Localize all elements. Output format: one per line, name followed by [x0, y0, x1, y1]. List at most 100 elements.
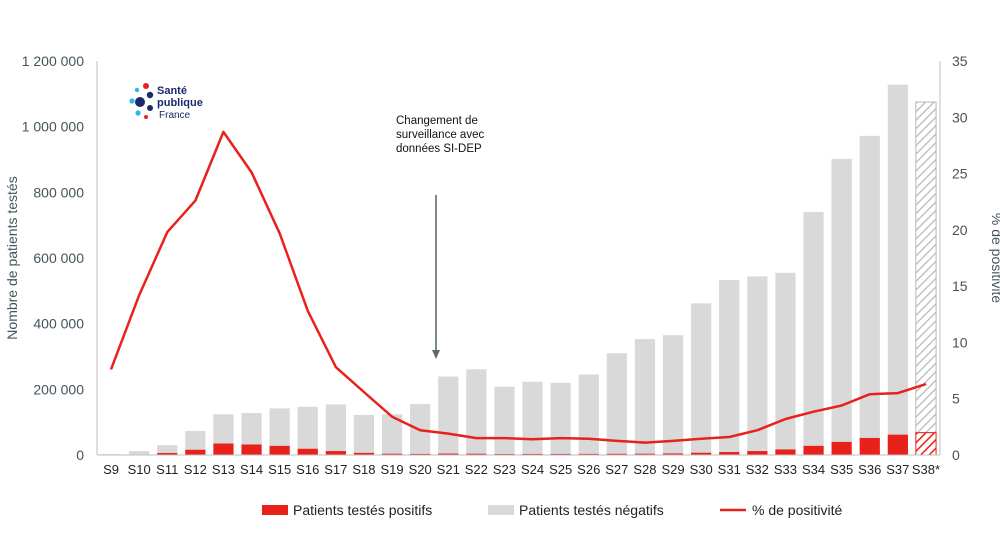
bar-negative [381, 414, 403, 454]
bar-negative [691, 303, 712, 453]
x-tick-label: S27 [605, 462, 628, 477]
bar-negative [494, 386, 515, 455]
bar-negative [213, 414, 234, 444]
logo-dot [135, 110, 141, 116]
bar-negative [522, 381, 543, 454]
y2-tick-label: 35 [952, 53, 968, 69]
logo-line3: France [159, 110, 191, 121]
bar-positive [915, 432, 937, 456]
bar-positive [241, 444, 262, 455]
logo-dot [144, 115, 148, 119]
y2-tick-label: 15 [952, 278, 968, 294]
x-tick-label: S37 [886, 462, 909, 477]
logo-line1: Santé [157, 85, 187, 97]
bar-positive [831, 441, 852, 455]
x-tick-label: S29 [661, 462, 684, 477]
bar-negative [606, 353, 627, 454]
bar-negative [915, 101, 937, 434]
x-tick-label: S38* [912, 462, 940, 477]
legend-label-positive: Patients testés positifs [293, 502, 432, 518]
bar-negative [831, 158, 852, 442]
bar-positive [438, 453, 459, 455]
x-tick-label: S21 [437, 462, 460, 477]
bars-group [100, 84, 937, 456]
bar-negative [297, 406, 318, 449]
x-tick-label: S35 [830, 462, 853, 477]
x-tick-label: S17 [324, 462, 347, 477]
x-tick-label: S11 [156, 462, 178, 477]
logo-dot [135, 97, 145, 107]
x-tick-label: S26 [577, 462, 600, 477]
x-tick-label: S22 [465, 462, 488, 477]
bar-negative [325, 404, 346, 452]
y2-tick-label: 25 [952, 166, 968, 182]
x-ticks: S9 S10 S11 S12 S13 S14 S15 S16 S17 S18 S19 S20 S21 S2… [103, 462, 940, 477]
bar-positive [887, 434, 908, 455]
positivity-line-group [109, 130, 927, 444]
bar-positive [859, 437, 880, 455]
x-tick-label: S28 [633, 462, 656, 477]
bar-positive [606, 453, 627, 455]
bar-negative [747, 276, 768, 452]
bar-positive [803, 445, 824, 455]
bar-negative [466, 369, 487, 454]
legend-label-positivity: % de positivité [752, 502, 842, 518]
x-tick-label: S24 [521, 462, 544, 477]
x-tick-label: S14 [240, 462, 263, 477]
x-tick-label: S10 [128, 462, 151, 477]
y-tick-label: 0 [76, 447, 84, 463]
logo-dot [143, 83, 149, 89]
y-tick-label: 400 000 [33, 316, 84, 332]
x-tick-label: S20 [409, 462, 432, 477]
bar-negative [887, 84, 908, 435]
y-tick-label: 600 000 [33, 250, 84, 266]
bar-negative [634, 339, 656, 454]
y-tick-label: 1 200 000 [22, 53, 84, 69]
x-tick-label: S9 [103, 462, 119, 477]
bar-negative [719, 279, 740, 453]
bar-positive [297, 448, 318, 455]
y-axis-title: Nombre de patients testés [4, 176, 20, 339]
y-tick-label: 1 000 000 [22, 119, 84, 135]
legend-swatch-positive [262, 505, 288, 515]
legend-label-negative: Patients testés négatifs [519, 502, 664, 518]
annotation-line-3: données SI-DEP [396, 143, 482, 155]
x-tick-label: S16 [296, 462, 319, 477]
x-tick-label: S25 [549, 462, 572, 477]
x-tick-label: S30 [690, 462, 713, 477]
y2-axis-title: % de positivité [989, 213, 1000, 303]
annotation-line-1: Changement de [396, 115, 478, 127]
y-ticks-left: 0 200 000 400 000 600 000 800 000 1 000 000 1 … [22, 53, 85, 463]
bar-positive [550, 453, 571, 455]
bar-negative [100, 454, 122, 455]
x-tick-label: S33 [774, 462, 797, 477]
x-tick-label: S31 [718, 462, 741, 477]
bar-positive [522, 453, 543, 455]
bar-negative [353, 414, 375, 453]
logo-dot [129, 98, 135, 104]
bar-positive [353, 452, 375, 455]
bar-negative [859, 135, 880, 438]
bar-positive [269, 445, 290, 455]
bar-negative [269, 408, 290, 446]
x-tick-label: S15 [268, 462, 291, 477]
logo-line2: publique [157, 97, 203, 109]
bar-negative [129, 451, 150, 455]
bar-positive [662, 453, 684, 455]
y2-tick-label: 30 [952, 109, 968, 125]
bar-positive [325, 451, 346, 455]
x-tick-label: S19 [380, 462, 403, 477]
x-tick-label: S36 [858, 462, 881, 477]
bar-positive [157, 453, 178, 455]
x-tick-label: S32 [746, 462, 769, 477]
x-tick-label: S23 [493, 462, 516, 477]
bar-positive [185, 449, 206, 455]
annotation-line-2: surveillance avec [396, 129, 484, 141]
x-tick-label: S12 [184, 462, 207, 477]
bar-positive [410, 453, 431, 455]
y-tick-label: 800 000 [33, 184, 84, 200]
sante-publique-france-logo: Santé publique France [129, 83, 203, 121]
bar-positive [381, 453, 403, 455]
logo-dot [134, 87, 140, 93]
